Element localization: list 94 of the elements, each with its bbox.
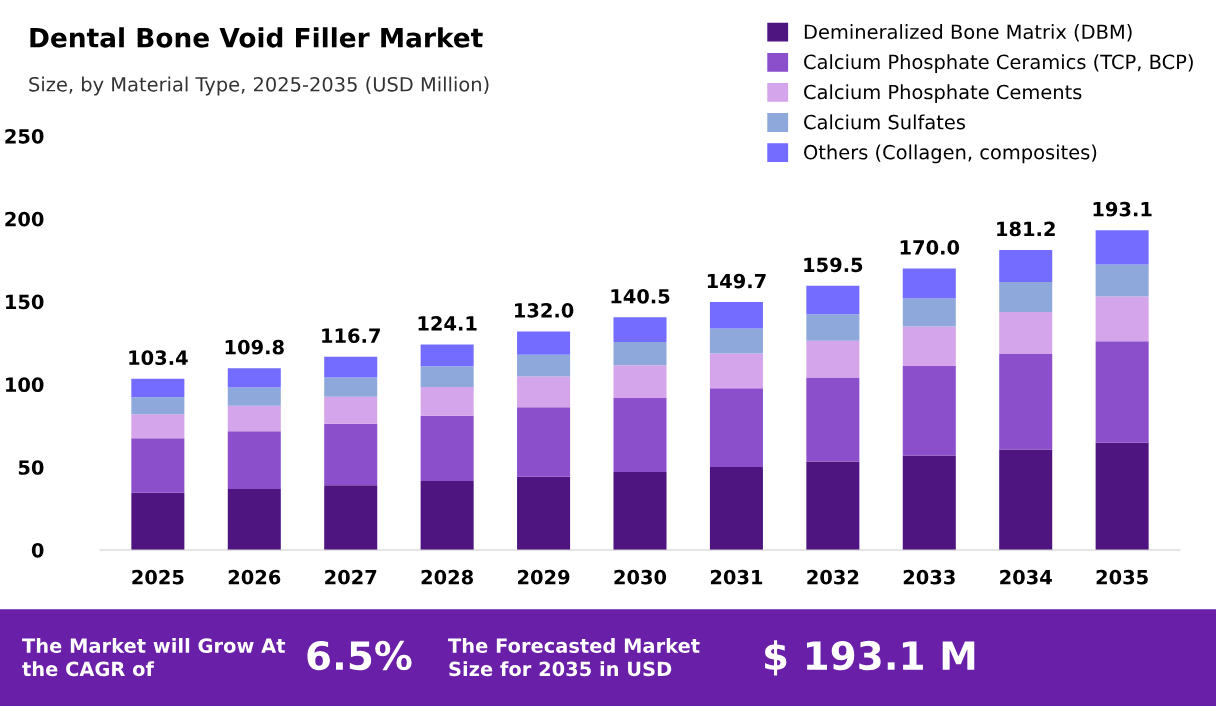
- x-tick-label: 2030: [614, 569, 667, 585]
- total-label: 193.1: [1093, 201, 1152, 217]
- bar: [517, 407, 571, 477]
- total-label: 124.1: [418, 316, 477, 331]
- bar: [613, 317, 667, 343]
- bar: [131, 438, 185, 493]
- bar: [420, 386, 474, 416]
- bar: [1095, 442, 1149, 550]
- x-tick-label: 2026: [228, 569, 281, 585]
- y-tick-label: 200: [5, 211, 44, 227]
- total-label: 109.8: [225, 339, 284, 355]
- bar: [324, 356, 378, 378]
- bar: [131, 378, 185, 398]
- total-label: 170.0: [900, 240, 960, 255]
- y-tick-label: 100: [6, 377, 44, 393]
- total-label: 140.5: [611, 288, 670, 304]
- legend-label: Calcium Phosphate Cements: [804, 84, 1082, 104]
- bar: [420, 481, 474, 550]
- bar: [517, 354, 571, 377]
- y-tick-label: 150: [6, 294, 44, 310]
- y-tick-label: 50: [18, 460, 44, 475]
- bar: [999, 249, 1053, 283]
- bar: [227, 405, 281, 432]
- bar: [999, 282, 1053, 313]
- x-tick-label: 2032: [807, 569, 859, 585]
- bar: [420, 415, 474, 482]
- y-tick-label: 0: [31, 542, 44, 558]
- total-label: 116.7: [322, 328, 380, 344]
- bar: [613, 365, 667, 398]
- chart-subtitle: Size, by Material Type, 2025-2035 (USD Million): [29, 76, 489, 96]
- bar: [1095, 296, 1149, 342]
- bar: [613, 397, 667, 472]
- bar: [131, 414, 185, 439]
- legend-label: Demineralized Bone Matrix (DBM): [804, 24, 1132, 42]
- bar: [227, 368, 281, 388]
- x-tick-label: 2033: [903, 569, 955, 585]
- total-label: 159.5: [804, 257, 863, 273]
- total-label: 132.0: [515, 303, 574, 318]
- bar: [709, 328, 763, 354]
- bar: [709, 388, 763, 468]
- bar: [227, 387, 281, 406]
- x-tick-label: 2027: [325, 569, 377, 585]
- bar: [420, 344, 474, 367]
- bar: [517, 476, 571, 550]
- bar: [806, 340, 860, 378]
- bar: [902, 455, 956, 550]
- bar: [1095, 264, 1149, 297]
- bar: [999, 312, 1053, 355]
- x-tick-label: 2035: [1096, 569, 1148, 585]
- x-tick-label: 2031: [710, 569, 763, 585]
- bar: [902, 326, 956, 367]
- bar: [131, 492, 185, 550]
- bar: [227, 489, 281, 550]
- bar: [709, 302, 763, 329]
- legend-label: Calcium Phosphate Ceramics (TCP, BCP): [804, 54, 1193, 73]
- bar: [999, 449, 1053, 550]
- legend-label: Others (Collagen, composites): [804, 144, 1097, 164]
- bar: [613, 472, 667, 550]
- bar: [709, 353, 763, 389]
- bar: [517, 331, 571, 355]
- total-label: 181.2: [997, 221, 1055, 237]
- bar: [1095, 230, 1149, 265]
- bar: [806, 461, 860, 550]
- bar: [324, 485, 378, 550]
- legend-label: Calcium Sulfates: [804, 114, 966, 130]
- bar: [806, 377, 860, 462]
- bar: [902, 298, 956, 327]
- bar: [420, 366, 474, 387]
- x-tick-label: 2034: [1000, 569, 1052, 585]
- total-label: 149.7: [707, 273, 766, 289]
- x-tick-label: 2029: [518, 569, 570, 585]
- bar: [999, 354, 1053, 450]
- bar: [324, 396, 378, 424]
- bar: [227, 431, 281, 490]
- total-label: 103.4: [129, 350, 188, 366]
- text: The Forecasted Market Size for 2035 in USD: [448, 637, 700, 677]
- y-tick-label: 250: [5, 128, 44, 144]
- bar: [902, 366, 956, 456]
- bar: [902, 268, 956, 299]
- bar: [613, 342, 667, 366]
- bar: [324, 423, 378, 486]
- text: 6.5%: [307, 640, 412, 671]
- chart-title: Dental Bone Void Filler Market: [30, 27, 483, 48]
- x-tick-label: 2025: [132, 569, 184, 585]
- bar: [806, 285, 860, 315]
- bar: [131, 397, 185, 415]
- text: The Market will Grow At the CAGR of: [22, 637, 286, 677]
- bar: [806, 314, 860, 341]
- bar: [1095, 341, 1149, 443]
- bar: [324, 377, 378, 397]
- x-tick-label: 2028: [421, 569, 473, 585]
- bar: [517, 376, 571, 408]
- text: $ 193.1 M: [765, 640, 975, 676]
- bar: [709, 467, 763, 550]
